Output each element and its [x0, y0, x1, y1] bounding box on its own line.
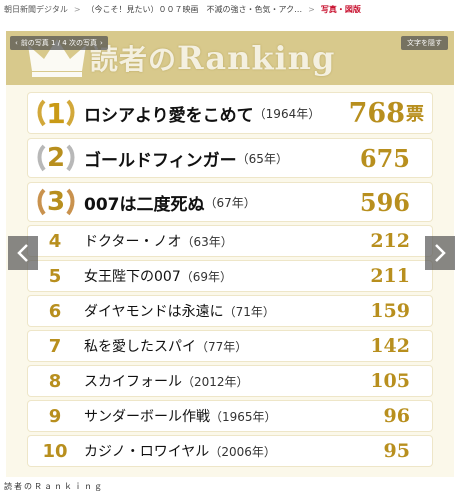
ranking-title-word: Ranking [177, 39, 336, 77]
breadcrumb-home-link[interactable]: 朝日新聞デジタル [4, 5, 68, 14]
movie-title: 女王陛下の007 （69年） [84, 261, 232, 291]
slide-navigation: ‹ 前の写真 1 / 4 次の写真 › [10, 36, 108, 50]
movie-title: カジノ・ロワイヤル （2006年） [84, 436, 276, 466]
silver-laurel-icon [37, 144, 75, 172]
movie-name: 007は二度死ぬ [84, 194, 205, 215]
vote-count: 96 [384, 401, 410, 431]
chevron-right-icon [435, 244, 446, 262]
movie-name: ロシアより愛をこめて [84, 105, 254, 126]
ranking-row: 9 サンダーボール作戦 （1965年） 96 [28, 401, 432, 431]
next-photo-link[interactable]: 次の写真 [69, 39, 97, 47]
release-year: （65年） [236, 151, 288, 166]
movie-name: ダイヤモンドは永遠に [84, 304, 224, 320]
vote-number: 675 [359, 143, 410, 173]
ranking-row: 6 ダイヤモンドは永遠に （71年） 159 [28, 296, 432, 326]
vote-number: 105 [370, 370, 410, 392]
movie-name: 女王陛下の007 [84, 269, 181, 285]
rank-number: 9 [48, 405, 62, 427]
rank-number: 8 [48, 370, 62, 392]
vote-count: 212 [370, 226, 410, 256]
ranking-row: 10 カジノ・ロワイヤル （2006年） 95 [28, 436, 432, 466]
release-year: （77年） [196, 339, 248, 354]
vote-count: 95 [384, 436, 410, 466]
vote-unit: 票 [406, 104, 424, 125]
movie-title: ダイヤモンドは永遠に （71年） [84, 296, 275, 326]
movie-name: スカイフォール [84, 374, 182, 390]
prev-photo-link[interactable]: 前の写真 [20, 39, 49, 47]
photo-caption: 読者のＲａｎｋｉｎｇ [4, 482, 104, 491]
vote-number: 768 [348, 97, 405, 129]
movie-name: ドクター・ノオ [84, 234, 182, 250]
ranking-header: 読者のRanking ‹ 前の写真 1 / 4 次の写真 › 文字を隠す [6, 31, 454, 85]
rank-number: 2 [46, 143, 66, 173]
movie-title: 007は二度死ぬ （67年） [84, 183, 256, 221]
rank-number: 5 [48, 265, 62, 287]
breadcrumb-separator: > [308, 5, 315, 14]
gold-laurel-icon [37, 99, 75, 127]
breadcrumb-article-link[interactable]: （今こそ！見たい）００７映画 不滅の強さ・色気・アク… [86, 5, 303, 14]
movie-title: スカイフォール （2012年） [84, 366, 249, 396]
rank-number: 3 [46, 187, 66, 217]
crown-icon [28, 39, 86, 77]
movie-title: ドクター・ノオ （63年） [84, 226, 233, 256]
vote-count: 675 [360, 139, 410, 177]
release-year: （1965年） [210, 409, 277, 424]
movie-name: ゴールドフィンガー [84, 150, 237, 171]
vote-count: 105 [370, 366, 410, 396]
ranking-row: 7 私を愛したスパイ （77年） 142 [28, 331, 432, 361]
vote-number: 212 [370, 230, 410, 252]
ranking-title: 読者のRanking [90, 33, 335, 83]
ranking-row: 5 女王陛下の007 （69年） 211 [28, 261, 432, 291]
rank-number: 7 [48, 335, 62, 357]
movie-title: ロシアより愛をこめて （1964年） [84, 93, 320, 133]
vote-number: 596 [359, 187, 410, 217]
release-year: （2006年） [209, 444, 276, 459]
release-year: （1964年） [253, 106, 321, 121]
movie-title: 私を愛したスパイ （77年） [84, 331, 247, 361]
release-year: （67年） [204, 195, 256, 210]
release-year: （2012年） [182, 374, 249, 389]
ranking-row: 1 ロシアより愛をこめて （1964年） 768 票 [28, 93, 432, 133]
vote-count: 596 [360, 183, 410, 221]
chevron-right-icon[interactable]: › [100, 39, 103, 47]
ranking-row: 3 007は二度死ぬ （67年） 596 [28, 183, 432, 221]
release-year: （69年） [180, 269, 233, 284]
breadcrumb-separator: > [73, 5, 81, 14]
hide-text-button[interactable]: 文字を隠す [401, 36, 448, 50]
release-year: （63年） [181, 234, 233, 249]
vote-number: 142 [370, 335, 410, 357]
vote-number: 211 [370, 265, 410, 287]
rank-number: 4 [48, 230, 62, 252]
photo-counter: 1 / 4 [51, 39, 67, 47]
rank-number: 6 [48, 300, 62, 322]
chevron-left-icon [17, 244, 28, 262]
rank-number: 10 [42, 440, 68, 462]
movie-title: サンダーボール作戦 （1965年） [84, 401, 277, 431]
vote-count: 159 [370, 296, 410, 326]
rank-number: 1 [46, 96, 66, 130]
bronze-laurel-icon [37, 188, 75, 216]
movie-name: 私を愛したスパイ [84, 339, 196, 355]
release-year: （71年） [223, 304, 275, 319]
movie-title: ゴールドフィンガー （65年） [84, 139, 288, 177]
ranking-row: 8 スカイフォール （2012年） 105 [28, 366, 432, 396]
vote-count: 768 票 [349, 93, 424, 133]
breadcrumb-current: 写真・図版 [320, 5, 361, 14]
movie-name: カジノ・ロワイヤル [84, 444, 210, 460]
photo-viewer: 読者のRanking ‹ 前の写真 1 / 4 次の写真 › 文字を隠す 1 ロシア… [6, 31, 454, 477]
next-slide-button[interactable] [425, 236, 455, 270]
vote-number: 95 [383, 440, 410, 462]
prev-slide-button[interactable] [8, 236, 38, 270]
ranking-row: 2 ゴールドフィンガー （65年） 675 [28, 139, 432, 177]
vote-count: 211 [370, 261, 410, 291]
breadcrumb: 朝日新聞デジタル > （今こそ！見たい）００７映画 不滅の強さ・色気・アク… > 写真・… [0, 0, 462, 20]
chevron-left-icon[interactable]: ‹ [15, 39, 18, 47]
ranking-row: 4 ドクター・ノオ （63年） 212 [28, 226, 432, 256]
movie-name: サンダーボール作戦 [84, 409, 210, 425]
vote-number: 96 [383, 405, 410, 427]
vote-count: 142 [370, 331, 410, 361]
vote-number: 159 [370, 300, 410, 322]
